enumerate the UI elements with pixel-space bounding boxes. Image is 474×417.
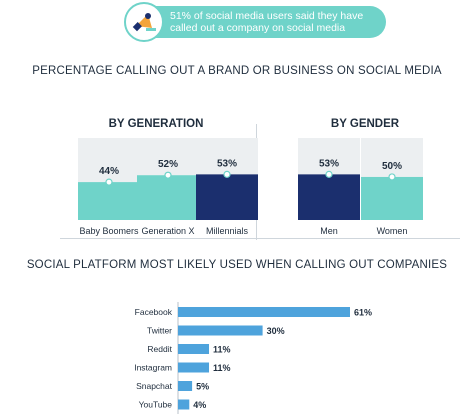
marker-generation-x [164, 171, 172, 179]
category-label-women: Women [377, 226, 408, 236]
generation-subtitle: BY GENERATION [108, 118, 204, 130]
platform-bar-reddit [178, 344, 210, 354]
category-label-baby-boomers: Baby Boomers [79, 226, 139, 236]
category-label-men: Men [320, 226, 338, 236]
bar-generation-x [137, 175, 199, 220]
platform-bar-instagram [178, 362, 210, 373]
category-label-generation-x: Generation X [141, 226, 194, 236]
bar-millennials [196, 174, 258, 220]
megaphone-icon [124, 2, 164, 42]
platform-value-instagram: 11% [213, 363, 231, 373]
value-label-men: 53% [319, 158, 339, 169]
banner-text: 51% of social media users said they have… [170, 10, 364, 34]
marker-men [325, 170, 333, 178]
value-label-women: 50% [382, 161, 402, 172]
platform-label-instagram: Instagram [134, 363, 172, 373]
category-label-millennials: Millennials [206, 226, 249, 236]
marker-millennials [223, 170, 231, 178]
platform-label-snapchat: Snapchat [136, 381, 173, 391]
platform-value-youtube: 4% [193, 400, 206, 410]
platform-bar-youtube [178, 399, 190, 410]
platform-bar-twitter [178, 325, 263, 336]
value-label-baby-boomers: 44% [99, 166, 119, 177]
horizontal-divider [60, 238, 460, 239]
platform-value-twitter: 30% [267, 326, 285, 336]
platform-bar-facebook [178, 307, 350, 317]
platform-label-twitter: Twitter [147, 326, 172, 336]
bar-baby-boomers [78, 182, 140, 220]
platform-label-reddit: Reddit [147, 344, 172, 354]
gender-subtitle: BY GENDER [330, 118, 400, 130]
generation-chart-title: PERCENTAGE CALLING OUT A BRAND OR BUSINE… [32, 65, 442, 77]
marker-women [388, 173, 396, 181]
platform-value-facebook: 61% [354, 308, 372, 318]
marker-baby-boomers [105, 178, 113, 186]
bar-women [361, 176, 423, 220]
platform-bar-snapchat [178, 381, 193, 391]
bar-men [298, 174, 360, 220]
value-label-millennials: 53% [217, 158, 237, 169]
platform-value-snapchat: 5% [196, 382, 209, 392]
summary-banner [128, 6, 386, 38]
platform-label-youtube: YouTube [139, 400, 173, 410]
value-label-generation-x: 52% [158, 159, 178, 170]
platform-label-facebook: Facebook [135, 307, 173, 317]
platform-chart-title: SOCIAL PLATFORM MOST LIKELY USED WHEN CA… [26, 259, 448, 271]
platform-value-reddit: 11% [213, 345, 231, 355]
